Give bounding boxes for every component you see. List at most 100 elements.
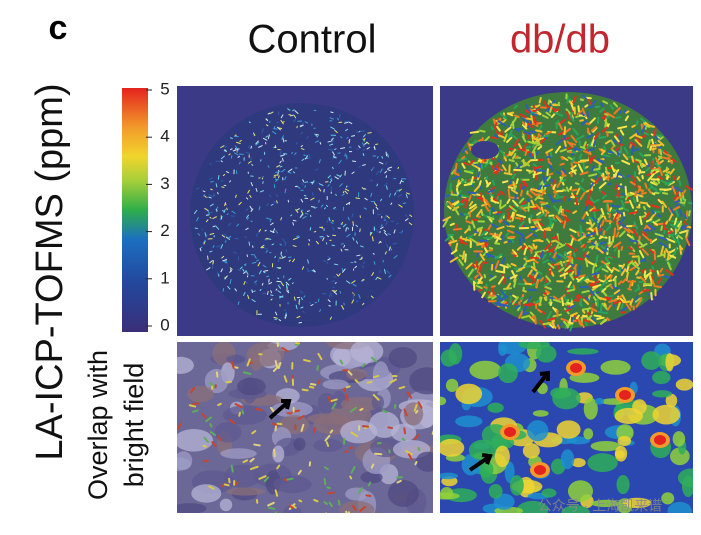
speckle <box>241 410 245 415</box>
speckle <box>661 156 669 160</box>
speckle <box>215 371 219 378</box>
speckle <box>209 203 214 207</box>
speckle <box>233 251 237 254</box>
speckle <box>277 361 282 370</box>
hotspot <box>504 427 516 437</box>
speckle <box>621 277 627 284</box>
speckle <box>569 324 574 332</box>
speckle <box>261 175 264 179</box>
speckle <box>654 232 664 238</box>
speckle <box>258 206 261 211</box>
speckle <box>604 170 611 175</box>
speckle <box>529 311 535 317</box>
speckle <box>484 204 490 212</box>
speckle <box>586 127 590 134</box>
speckle <box>463 162 469 166</box>
speckle <box>366 147 370 150</box>
speckle <box>553 262 562 266</box>
speckle <box>555 214 564 223</box>
speckle <box>581 178 585 183</box>
speckle <box>397 194 403 198</box>
speckle <box>528 169 536 174</box>
tick-label: 0 <box>160 315 169 334</box>
speckle <box>551 319 555 325</box>
speckle <box>596 316 605 320</box>
speckle <box>329 429 334 434</box>
speckle <box>587 189 592 200</box>
speckle <box>561 178 567 183</box>
speckle <box>274 511 277 513</box>
speckle <box>265 250 268 253</box>
speckle <box>370 463 375 469</box>
speckle <box>373 202 378 207</box>
speckle <box>318 199 320 203</box>
signal-patch <box>590 440 621 452</box>
speckle <box>636 193 644 198</box>
speckle <box>355 300 359 303</box>
speckle <box>313 269 316 273</box>
cell-patch <box>177 356 194 374</box>
speckle <box>245 281 248 284</box>
speckle <box>580 112 585 117</box>
speckle <box>509 196 520 200</box>
speckle <box>385 185 388 190</box>
speckle <box>277 284 281 286</box>
speckle <box>220 145 225 149</box>
speckle <box>268 218 272 221</box>
speckle <box>334 176 339 180</box>
speckle <box>652 221 659 226</box>
speckle <box>294 343 300 346</box>
speckle <box>545 148 554 154</box>
speckle <box>613 107 621 115</box>
speckle <box>249 205 253 210</box>
speckle <box>533 150 537 160</box>
speckle <box>222 173 226 177</box>
speckle <box>267 165 270 168</box>
speckle <box>568 196 572 202</box>
speckle <box>593 159 602 166</box>
speckle <box>518 301 521 306</box>
speckle <box>293 152 297 156</box>
speckle <box>341 193 345 196</box>
speckle <box>683 213 687 220</box>
speckle <box>344 188 350 192</box>
speckle <box>510 133 518 140</box>
speckle <box>572 263 578 270</box>
signal-patch <box>583 428 594 440</box>
speckle <box>623 146 629 155</box>
speckle <box>506 198 511 204</box>
speckle <box>645 166 651 172</box>
speckle <box>599 304 603 314</box>
speckle <box>473 185 481 193</box>
speckle <box>522 206 531 210</box>
speckle <box>539 222 544 227</box>
speckle <box>583 278 589 284</box>
speckle <box>674 220 681 227</box>
speckle <box>595 226 599 236</box>
speckle <box>502 277 506 285</box>
speckle <box>403 408 408 417</box>
speckle <box>301 148 305 151</box>
speckle <box>556 324 561 330</box>
speckle <box>396 189 401 192</box>
cell-patch <box>339 500 375 513</box>
speckle <box>600 190 606 196</box>
speckle <box>586 240 592 244</box>
speckle <box>329 179 333 184</box>
speckle <box>538 96 542 104</box>
speckle <box>336 117 340 121</box>
speckle <box>646 223 656 231</box>
speckle <box>467 142 472 151</box>
speckle <box>569 186 573 191</box>
speckle <box>521 121 527 127</box>
speckle <box>387 169 391 172</box>
speckle <box>276 464 281 470</box>
speckle <box>535 254 541 259</box>
speckle <box>490 136 499 140</box>
signal-patch <box>509 475 524 496</box>
speckle <box>535 270 543 275</box>
speckle <box>563 126 567 136</box>
speckle <box>619 129 625 136</box>
speckle <box>253 290 256 293</box>
speckle <box>498 158 503 165</box>
